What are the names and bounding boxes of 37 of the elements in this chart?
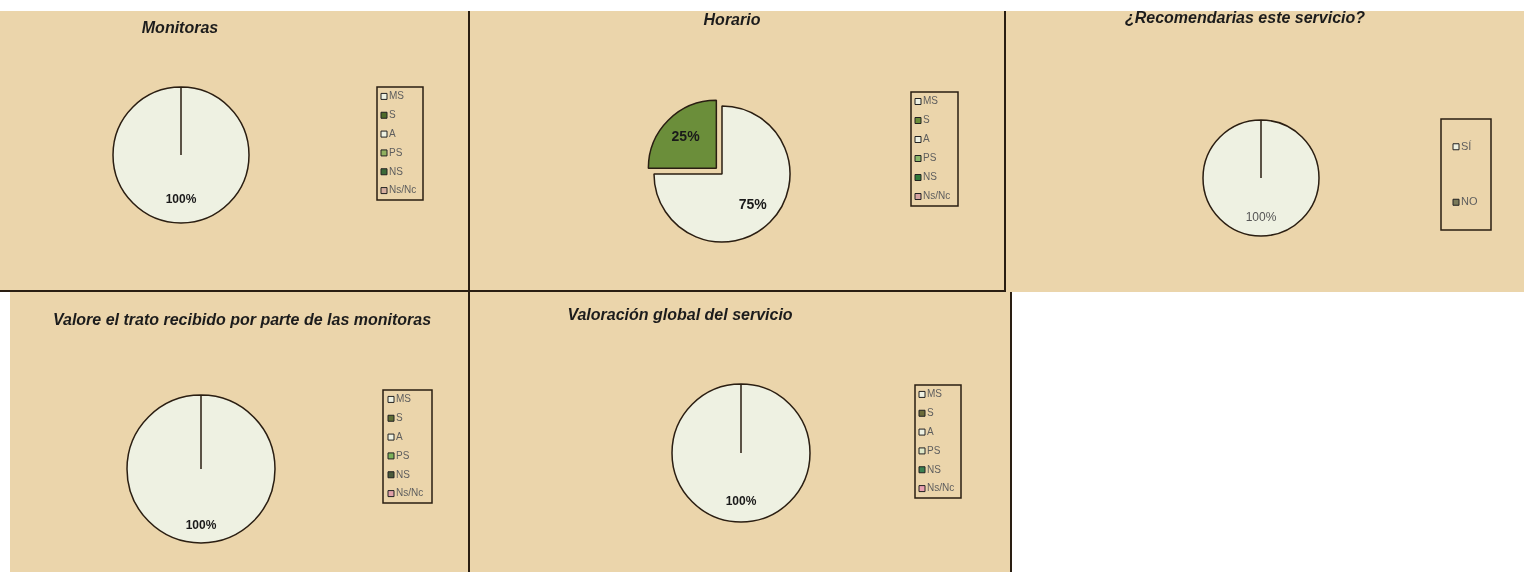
chart-title: Valore el trato recibido por parte de las monitoras — [52, 311, 432, 329]
chart-title: Valoración global del servicio — [567, 306, 793, 324]
legend-label: S — [389, 109, 396, 120]
legend-label: NS — [923, 171, 938, 183]
legend-label: A — [923, 133, 930, 145]
legend-label: S — [923, 114, 930, 126]
legend-label: Ns/Nc — [389, 184, 417, 196]
legend-label: NS — [927, 463, 942, 475]
legend-label: PS — [396, 449, 410, 461]
legend-label: Ns/Nc — [923, 190, 951, 202]
legend-label: NS — [389, 165, 404, 177]
legend-label: PS — [923, 152, 937, 164]
legend-label: MS — [389, 90, 405, 102]
legend-label: SÍ — [1461, 139, 1473, 152]
data-label: 100% — [165, 192, 197, 207]
data-label: 25% — [671, 128, 701, 145]
legend-label: NO — [1461, 195, 1478, 208]
legend-label: PS — [927, 444, 941, 456]
legend-label: A — [396, 430, 403, 442]
legend-label: NS — [396, 468, 411, 480]
chart-title: ¿Recomendarias este servicio? — [1124, 9, 1366, 27]
data-label: 100% — [185, 517, 217, 532]
legend-label: A — [389, 127, 396, 139]
chart-title: Monitoras — [141, 19, 219, 37]
legend-label: S — [396, 412, 403, 423]
data-label: 100% — [725, 494, 757, 509]
legend-label: PS — [389, 146, 403, 158]
chart-title: Horario — [703, 11, 761, 29]
data-label: 75% — [738, 195, 768, 212]
legend-label: MS — [927, 388, 943, 400]
legend-label: Ns/Nc — [927, 482, 955, 494]
legend-label: A — [927, 425, 934, 437]
legend-label: MS — [923, 95, 939, 107]
legend-label: MS — [396, 393, 412, 405]
legend-label: S — [927, 407, 934, 418]
data-label: 100% — [1245, 210, 1277, 225]
legend-label: Ns/Nc — [396, 487, 424, 499]
